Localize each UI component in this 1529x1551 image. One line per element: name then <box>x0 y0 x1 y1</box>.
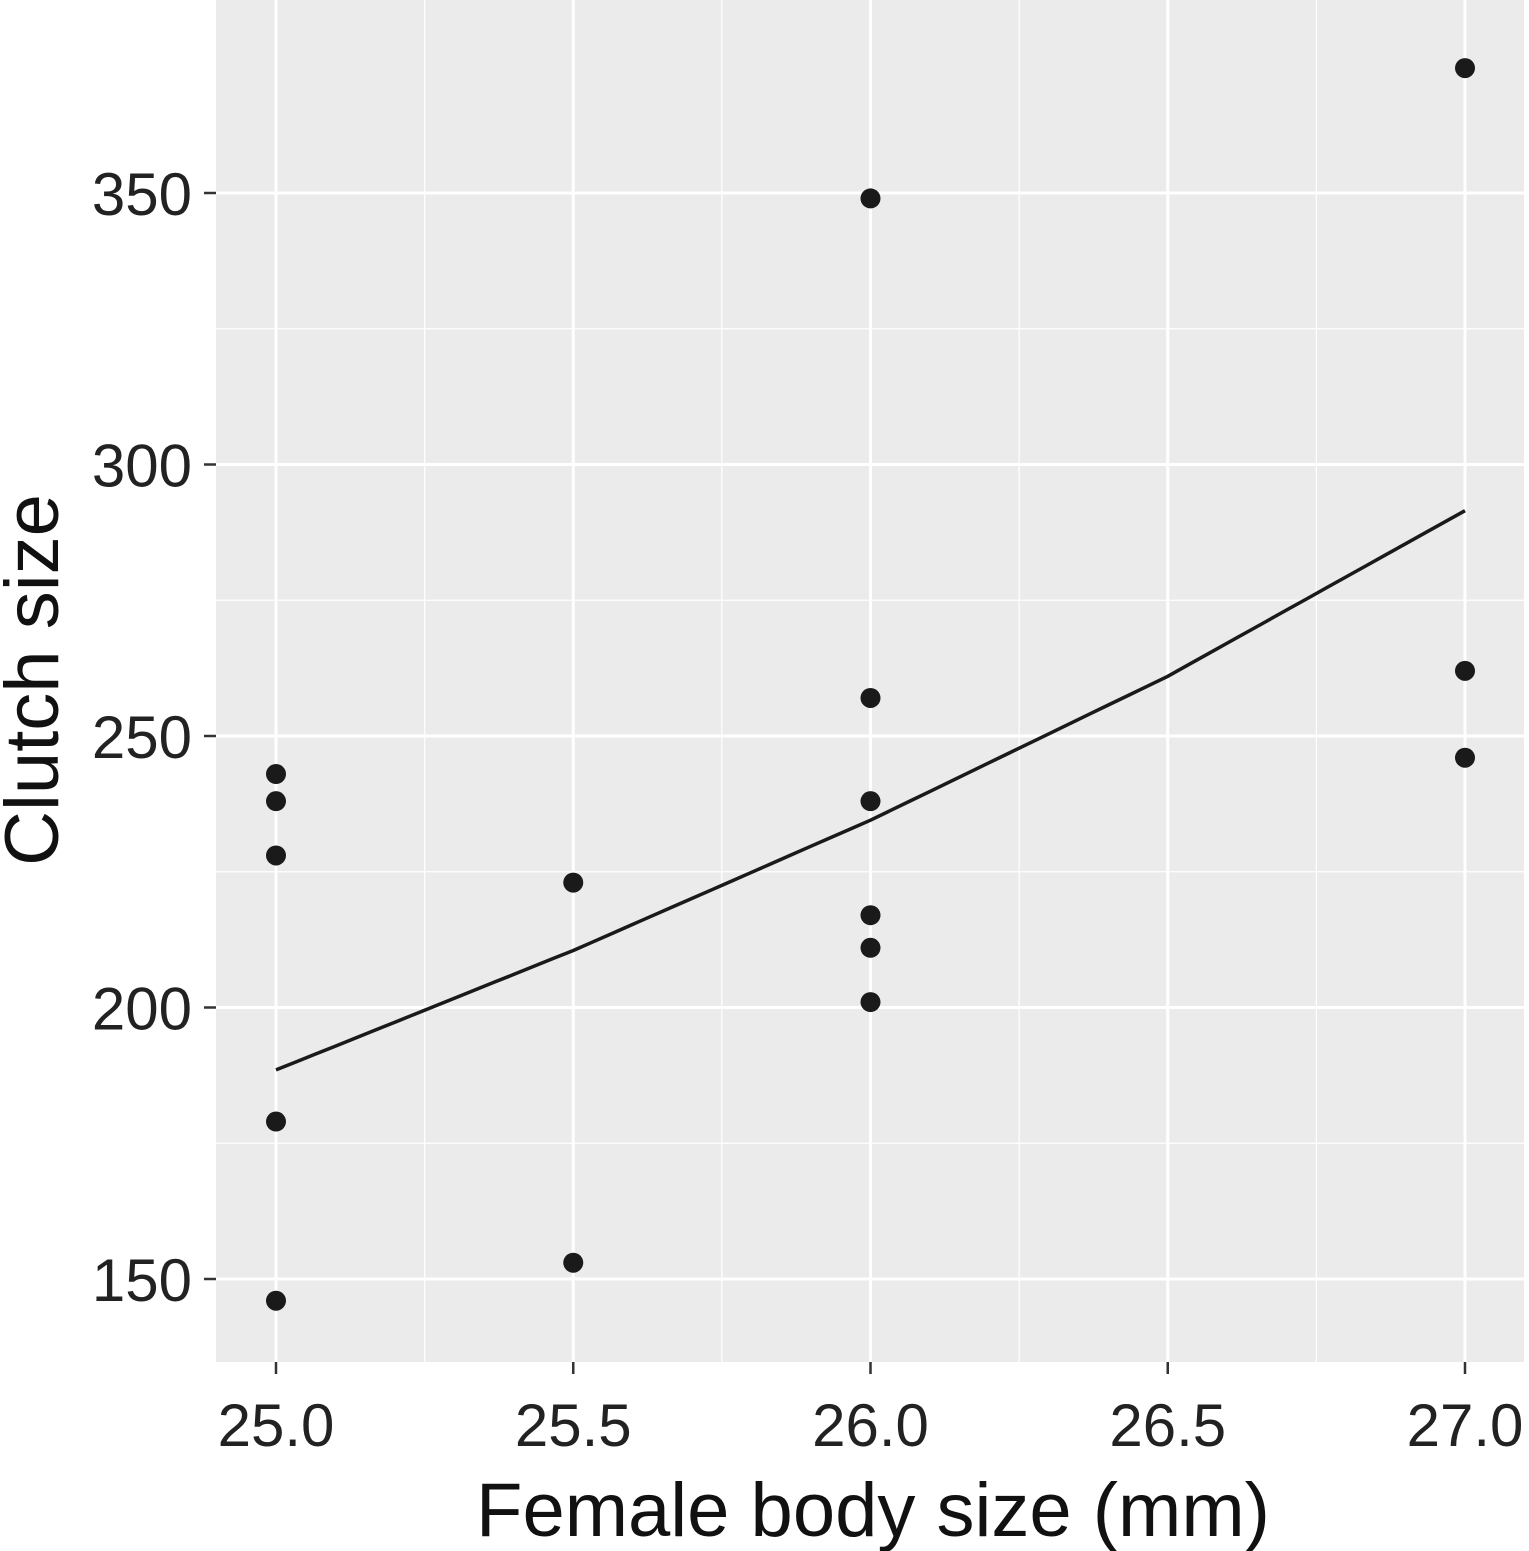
data-point <box>860 687 881 708</box>
y-tick-label: 350 <box>92 161 192 228</box>
data-point <box>563 1252 584 1273</box>
x-tick-labels: 25.0 25.5 26.0 26.5 27.0 <box>218 1392 1524 1459</box>
y-tick-label: 250 <box>92 704 192 771</box>
data-point <box>1455 660 1475 681</box>
x-axis-title: Female body size (mm) <box>476 1468 1270 1551</box>
x-tick-label: 26.5 <box>1109 1392 1226 1459</box>
x-tick-label: 25.5 <box>515 1392 632 1459</box>
axis-ticks <box>204 191 1467 1374</box>
data-point <box>1455 747 1475 768</box>
x-tick-label: 27.0 <box>1407 1392 1524 1459</box>
data-point <box>266 845 286 866</box>
data-point <box>860 905 881 926</box>
data-point <box>266 1111 286 1132</box>
fit-line <box>275 509 1466 1072</box>
data-point <box>266 764 286 785</box>
data-point <box>860 992 881 1013</box>
data-point <box>860 937 881 958</box>
x-tick-label: 25.0 <box>218 1392 335 1459</box>
data-point <box>860 791 881 812</box>
x-tick-label: 26.0 <box>812 1392 929 1459</box>
data-point <box>266 791 286 812</box>
data-point <box>1455 58 1475 79</box>
y-tick-label: 150 <box>92 1247 192 1314</box>
y-axis-title: Clutch size <box>0 494 75 866</box>
data-point <box>563 872 584 893</box>
data-point <box>860 188 881 209</box>
data-point <box>266 1290 286 1311</box>
y-tick-label: 300 <box>92 433 192 500</box>
y-tick-label: 200 <box>92 976 192 1043</box>
data-points <box>266 58 1475 1311</box>
y-tick-labels: 150 200 250 300 350 <box>92 161 192 1314</box>
